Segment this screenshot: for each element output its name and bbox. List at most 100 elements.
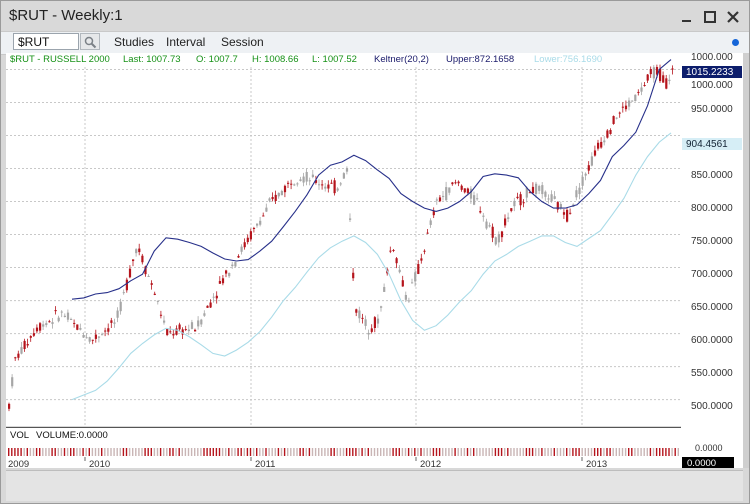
price-axis[interactable]: 1000.000 950.0000 850.0000 800.0000 750.… [681,52,743,456]
volume-bar [482,448,484,457]
candle-body [293,184,296,186]
candle-body [32,333,35,336]
candle-body [482,215,485,217]
volume-bar [417,448,419,457]
volume-panel[interactable]: VOL VOLUME:0.0000 [6,427,681,457]
candle-body [497,234,500,243]
candle-body [655,67,659,75]
volume-bar [364,448,366,457]
volume-bar [665,448,667,457]
volume-label: VOL [10,430,29,441]
keltner-upper-label: Upper:872.1658 [446,54,514,65]
volume-bar [500,448,503,457]
price-axis-tick-label: 1000.000 [691,53,733,63]
candle-body [218,280,221,284]
volume-bar [153,448,156,457]
candle-body [333,180,336,194]
volume-bar [271,448,273,457]
candle-body [321,184,324,186]
candle-body [628,100,631,107]
time-axis-label: 2010 [89,459,110,469]
candle-body [525,187,528,198]
candle-body [358,310,361,319]
volume-bar [649,448,652,457]
candle-body [423,250,426,252]
candle-body [541,185,544,195]
volume-bar [327,448,329,457]
volume-bar [376,448,379,457]
volume-bar [668,448,670,457]
volume-bar [674,448,676,457]
candle-body [445,187,448,201]
volume-bar [339,448,342,457]
candle-body [376,318,380,324]
volume-bar [225,448,227,457]
time-axis-label: 2011 [255,459,275,469]
volume-bar [479,448,481,457]
volume-bar [494,448,497,457]
candle-body [73,322,76,324]
candle-body [39,323,42,331]
volume-bar [473,448,475,457]
candle-body [290,183,293,185]
high-price-label: H: 1008.66 [252,54,298,65]
volume-bar [333,448,335,457]
volume-bar [655,448,658,457]
candle-body [383,287,386,292]
price-axis-tick-label: 550.0000 [691,368,733,379]
vertical-scrollbar[interactable] [743,53,749,468]
candle-body [637,91,640,93]
volume-bar [73,448,75,457]
volume-bar [612,448,614,457]
candle-body [147,276,150,278]
session-menu[interactable]: Session [221,35,264,49]
candle-body [547,198,550,200]
volume-bar [265,448,267,457]
candle-body [231,264,234,267]
maximize-icon[interactable] [702,9,718,25]
candle-body [513,200,516,207]
candle-body [631,100,634,102]
current-price-value: 1015.2233 [686,67,734,78]
candle-body [485,221,488,229]
volume-bar [544,448,546,457]
time-axis[interactable]: 2009 2010 2011 2012 2013 [6,456,681,470]
candle-body [26,343,29,346]
volume-bar [476,448,478,457]
candle-body [70,319,73,321]
studies-menu[interactable]: Studies [114,35,155,49]
candle-body [206,305,209,308]
candle-body [209,302,212,308]
candle-body [522,202,525,204]
candle-body [528,192,531,194]
price-chart-panel[interactable]: $RUT - RUSSELL 2000 Last: 1007.73 O: 100… [6,53,681,426]
candle-body [451,182,454,185]
volume-bar [252,448,255,457]
volume-bar [175,448,177,457]
candle-body [398,269,401,273]
volume-bar [119,448,121,457]
candle-body [438,197,442,202]
volume-bar [352,448,354,457]
candle-body [200,319,203,325]
close-icon[interactable] [725,9,741,25]
volume-bar [104,448,106,457]
volume-bar [401,448,404,457]
volume-bar [367,448,369,457]
minimize-icon[interactable] [679,9,695,25]
volume-bar [584,448,586,457]
interval-menu[interactable]: Interval [166,35,206,49]
candle-body [414,272,417,282]
volume-bar [184,448,187,457]
candle-body [187,329,190,332]
volume-bar [618,448,621,457]
volume-bar [395,448,397,457]
volume-bar [345,448,348,457]
search-button[interactable] [80,33,100,50]
volume-bar [361,448,363,457]
symbol-input[interactable] [13,33,79,50]
candle-body [246,237,249,243]
price-axis-tick-label: 650.0000 [691,302,733,313]
volume-bar [414,448,416,457]
candle-body [662,75,665,83]
